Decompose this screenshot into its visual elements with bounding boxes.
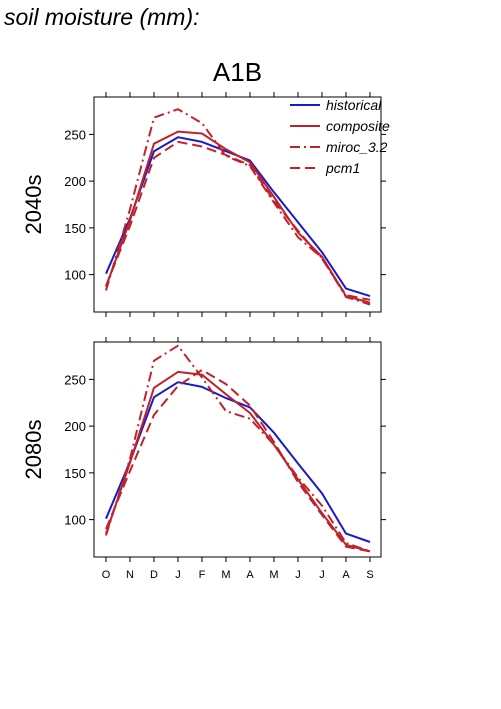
y-tick-label: 150 bbox=[64, 466, 86, 481]
x-tick-label: M bbox=[269, 569, 278, 581]
series-line-composite bbox=[105, 370, 371, 553]
legend-label-pcm1: pcm1 bbox=[325, 160, 360, 176]
legend-label-miroc_3.2: miroc_3.2 bbox=[326, 139, 388, 155]
y-tick-label: 100 bbox=[64, 513, 86, 528]
y-tick-label: 100 bbox=[64, 268, 86, 283]
x-tick-label: J bbox=[175, 569, 181, 581]
x-tick-label: J bbox=[319, 569, 325, 581]
chart-title: A1B bbox=[213, 57, 262, 87]
x-tick-label: N bbox=[126, 569, 134, 581]
y-tick-label: 200 bbox=[64, 174, 86, 189]
panel-2040s: 100 150 200 250 2040s historical composite miro… bbox=[21, 92, 390, 317]
x-tick-label: F bbox=[199, 569, 206, 581]
panel-label: 2080s bbox=[21, 420, 46, 480]
series-line-pcm1 bbox=[105, 369, 371, 553]
x-tick-label: O bbox=[102, 569, 111, 581]
panel-label: 2040s bbox=[21, 175, 46, 235]
panel-2080s: 100 150 200 250 2080s bbox=[21, 337, 386, 562]
y-tick-label: 250 bbox=[64, 127, 86, 142]
series-line-pcm1 bbox=[105, 140, 371, 301]
x-tick-label: S bbox=[366, 569, 373, 581]
x-tick-label: J bbox=[295, 569, 301, 581]
series-line-composite bbox=[105, 130, 371, 304]
series-line-miroc_3.2 bbox=[105, 344, 371, 553]
legend-label-composite: composite bbox=[326, 118, 390, 134]
y-tick-label: 200 bbox=[64, 419, 86, 434]
plot-frame bbox=[93, 96, 382, 313]
x-tick-label: M bbox=[221, 569, 230, 581]
page-heading: soil moisture (mm): bbox=[4, 4, 200, 30]
x-tick-label: A bbox=[342, 569, 350, 581]
y-tick-label: 150 bbox=[64, 221, 86, 236]
legend-label-historical: historical bbox=[326, 97, 382, 113]
x-tick-label: D bbox=[150, 569, 158, 581]
y-tick-label: 250 bbox=[64, 372, 86, 387]
legend: historical composite miroc_3.2 pcm1 bbox=[290, 97, 390, 176]
plot-frame bbox=[93, 341, 382, 558]
x-tick-label: A bbox=[246, 569, 254, 581]
